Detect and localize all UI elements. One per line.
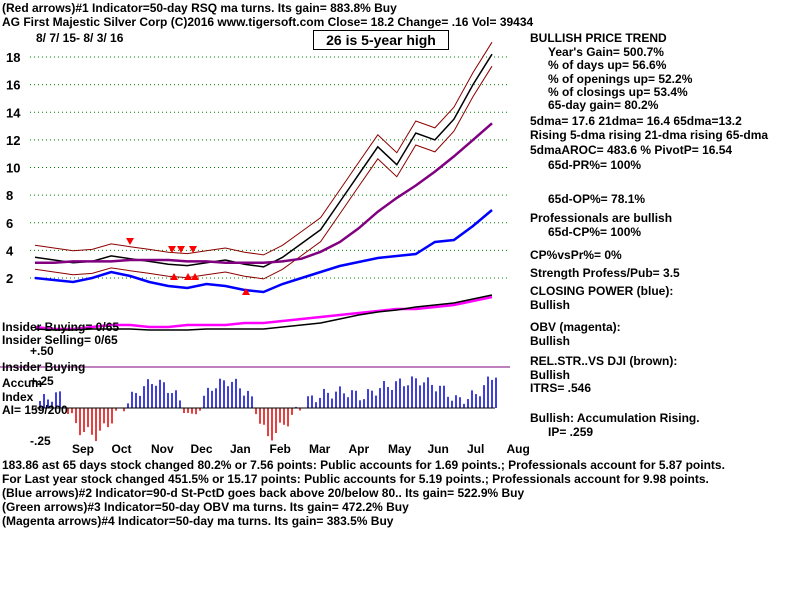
series-price bbox=[34, 53, 493, 268]
month-label: May bbox=[388, 442, 412, 456]
series-closing_power bbox=[34, 209, 493, 294]
insider-buying2-label: Insider Buying bbox=[2, 360, 86, 374]
month-label: Nov bbox=[151, 442, 174, 456]
y-tick-label: 6 bbox=[6, 216, 13, 231]
right-panel-line: Bullish bbox=[530, 368, 571, 382]
month-label: Jun bbox=[428, 442, 449, 456]
right-panel-line: 65d-CP%= 100% bbox=[548, 225, 642, 239]
y-axis-ticks: 2 4 6 8 10 12 14 16 18 bbox=[6, 50, 21, 286]
right-panel-line: 5dmaAROC= 483.6 % PivotP= 16.54 bbox=[530, 143, 733, 157]
footer-line: (Magenta arrows)#4 Indicator=50-day ma t… bbox=[2, 514, 394, 528]
red-arrow-icon bbox=[168, 246, 176, 253]
y-tick-label: 4 bbox=[6, 243, 14, 258]
red-arrow-icon bbox=[177, 246, 185, 253]
red-arrow-icon bbox=[170, 273, 178, 280]
month-label: Dec bbox=[191, 442, 213, 456]
month-label: Jan bbox=[230, 442, 251, 456]
month-label: Aug bbox=[507, 442, 530, 456]
series-rel_strength bbox=[34, 294, 493, 331]
right-panel-line: Bullish bbox=[530, 334, 571, 348]
accum-index-bars bbox=[35, 376, 497, 442]
minus25-label: -.25 bbox=[30, 434, 51, 448]
footer-line: (Green arrows)#3 Indicator=50-day OBV ma… bbox=[2, 500, 409, 514]
y-tick-label: 12 bbox=[6, 133, 20, 148]
footer-line: For Last year stock changed 451.5% or 15… bbox=[2, 472, 709, 486]
lower-band bbox=[34, 65, 493, 280]
index-label: Index bbox=[2, 390, 34, 404]
plus25-label: +.25 bbox=[30, 374, 54, 388]
right-panel-line: Bullish: Accumulation Rising. bbox=[530, 411, 700, 425]
series-obv bbox=[34, 295, 493, 331]
right-panel-line: Strength Profess/Pub= 3.5 bbox=[530, 266, 680, 280]
right-panel-line: BULLISH PRICE TREND bbox=[530, 31, 667, 45]
right-panel-line: Year's Gain= 500.7% bbox=[548, 45, 664, 59]
right-panel-line: CP%vsPr%= 0% bbox=[530, 248, 622, 262]
insider-buying-label: Insider Buying= 0/65 bbox=[2, 320, 120, 334]
header-line1: (Red arrows)#1 Indicator=50-day RSQ ma t… bbox=[2, 1, 397, 15]
right-panel-line: Professionals are bullish bbox=[530, 211, 673, 225]
right-panel-line: ITRS= .546 bbox=[530, 381, 592, 395]
chart-gridlines bbox=[30, 56, 510, 279]
month-label: Jul bbox=[467, 442, 484, 456]
insider-selling-label: Insider Selling= 0/65 bbox=[2, 333, 118, 347]
footer-line: 183.86 ast 65 days stock changed 80.2% o… bbox=[2, 458, 725, 472]
right-panel-line: Rising 5-dma rising 21-dma rising 65-dma bbox=[530, 128, 769, 142]
red-arrow-icon bbox=[242, 288, 250, 295]
right-panel-line: IP= .259 bbox=[548, 425, 594, 439]
red-arrows bbox=[126, 238, 250, 295]
month-label: Feb bbox=[270, 442, 291, 456]
right-panel-line: 65-day gain= 80.2% bbox=[548, 98, 659, 112]
series-ma65 bbox=[35, 122, 493, 265]
right-panel-line: 65d-PR%= 100% bbox=[548, 158, 642, 172]
chart-series bbox=[34, 41, 493, 331]
red-arrow-icon bbox=[191, 273, 199, 280]
y-tick-label: 10 bbox=[6, 161, 20, 176]
right-panel-line: 5dma= 17.6 21dma= 16.4 65dma=13.2 bbox=[530, 114, 742, 128]
upper-band bbox=[34, 41, 493, 256]
plus50-label: +.50 bbox=[30, 344, 54, 358]
header-line2: AG First Majestic Silver Corp (C)2016 ww… bbox=[2, 15, 534, 29]
red-arrow-icon bbox=[126, 238, 134, 245]
y-tick-label: 8 bbox=[6, 188, 13, 203]
red-arrow-icon bbox=[184, 273, 192, 280]
highlight-box: 26 is 5-year high bbox=[313, 30, 449, 50]
month-label: Apr bbox=[349, 442, 370, 456]
month-label: Sep bbox=[72, 442, 94, 456]
month-label: Mar bbox=[309, 442, 331, 456]
right-panel-line: % of days up= 56.6% bbox=[548, 58, 667, 72]
right-panel-line: REL.STR..VS DJI (brown): bbox=[530, 354, 678, 368]
red-arrow-icon bbox=[189, 246, 197, 253]
right-panel-line: 65d-OP%= 78.1% bbox=[548, 192, 646, 206]
footer-line: (Blue arrows)#2 Indicator=90-d St-PctD g… bbox=[2, 486, 525, 500]
right-panel-line: % of openings up= 52.2% bbox=[548, 72, 693, 86]
right-panel-line: CLOSING POWER (blue): bbox=[530, 284, 674, 298]
right-panel-line: OBV (magenta): bbox=[530, 320, 621, 334]
right-panel-line: Bullish bbox=[530, 298, 571, 312]
y-tick-label: 16 bbox=[6, 78, 20, 93]
y-tick-label: 18 bbox=[6, 50, 20, 65]
accum-label: Accum bbox=[2, 376, 43, 390]
y-tick-label: 2 bbox=[6, 271, 13, 286]
month-label: Oct bbox=[112, 442, 132, 456]
date-range: 8/ 7/ 15- 8/ 3/ 16 bbox=[36, 31, 124, 45]
y-tick-label: 14 bbox=[6, 105, 21, 120]
right-panel-line: % of closings up= 53.4% bbox=[548, 85, 688, 99]
ai-label: AI= 159/200 bbox=[2, 403, 68, 417]
x-axis-months: Sep Oct Nov Dec Jan Feb Mar Apr May Jun Jul Aug bbox=[72, 442, 530, 456]
